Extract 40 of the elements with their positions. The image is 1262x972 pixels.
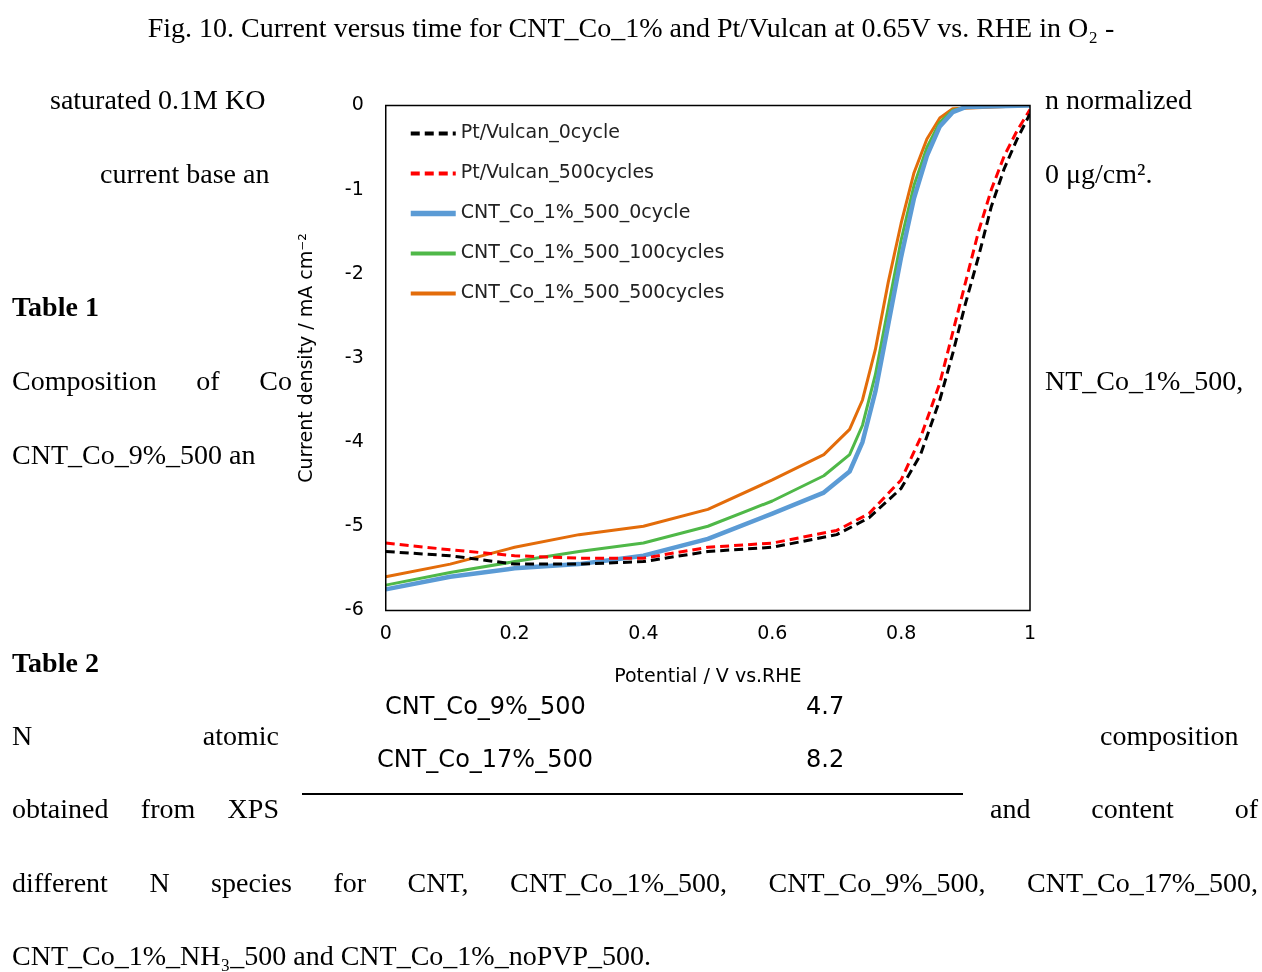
text: and content of <box>990 793 1258 824</box>
text: Composition of Co <box>12 365 292 396</box>
text: CNT_Co_9%_500 an <box>12 439 256 470</box>
legend-label: Pt/Vulcan_0cycle <box>460 120 620 144</box>
legend-label: CNT_Co_1%_500_500cycles <box>460 280 725 304</box>
legend-label: CNT_Co_1%_500_100cycles <box>460 240 725 264</box>
x-tick-label: 0 <box>379 620 392 643</box>
x-tick-label: 0.6 <box>757 620 788 643</box>
text: 0 μg/cm². <box>1045 158 1153 189</box>
text: composition <box>1100 720 1239 751</box>
caption: Table 1 <box>12 291 99 322</box>
text: CNT_Co_1%_NH₃_500 and CNT_Co_1%_noPVP_500. <box>12 940 651 971</box>
text: saturated 0.1M KO <box>50 84 266 115</box>
y-tick-label: -1 <box>344 176 364 199</box>
text: NT_Co_1%_500, <box>1045 365 1244 396</box>
legend-label: Pt/Vulcan_500cycles <box>460 160 654 184</box>
text: CNT_Co_17%_500 <box>377 745 593 773</box>
chart-title: Fig. 10. Current versus time for CNT_Co_1% and Pt/Vulcan at 0.65V vs. RHE in O₂ - <box>146 12 1116 44</box>
text: obtained from XPS <box>12 793 279 824</box>
text: current base an <box>100 158 270 189</box>
x-tick-label: 0.8 <box>886 620 917 643</box>
text: 4.7 <box>806 692 845 720</box>
y-tick-label: -4 <box>344 429 364 451</box>
y-tick-label: 0 <box>351 92 364 115</box>
y-tick-label: -6 <box>344 597 364 620</box>
x-axis-title: Potential / V vs.RHE <box>614 663 802 686</box>
text: different N species for CNT, CNT_Co_1%_500, CNT_Co_9%_500, CNT_Co_17%_500, <box>12 867 1258 898</box>
x-tick-label: 0.4 <box>628 620 659 643</box>
text: n normalized <box>1045 84 1192 115</box>
y-tick-label: -5 <box>344 513 364 536</box>
legend-label: CNT_Co_1%_500_0cycle <box>460 200 691 224</box>
x-tick-label: 1 <box>1023 620 1037 643</box>
text: N atomic <box>12 720 279 751</box>
caption: Table 2 <box>12 647 99 678</box>
x-tick-label: 0.2 <box>499 620 530 643</box>
text: CNT_Co_9%_500 <box>385 692 586 720</box>
y-tick-label: -2 <box>344 260 364 283</box>
y-axis-title: Current density / mA cm⁻² <box>294 233 317 483</box>
text: 8.2 <box>806 745 845 773</box>
y-tick-label: -3 <box>344 344 364 367</box>
